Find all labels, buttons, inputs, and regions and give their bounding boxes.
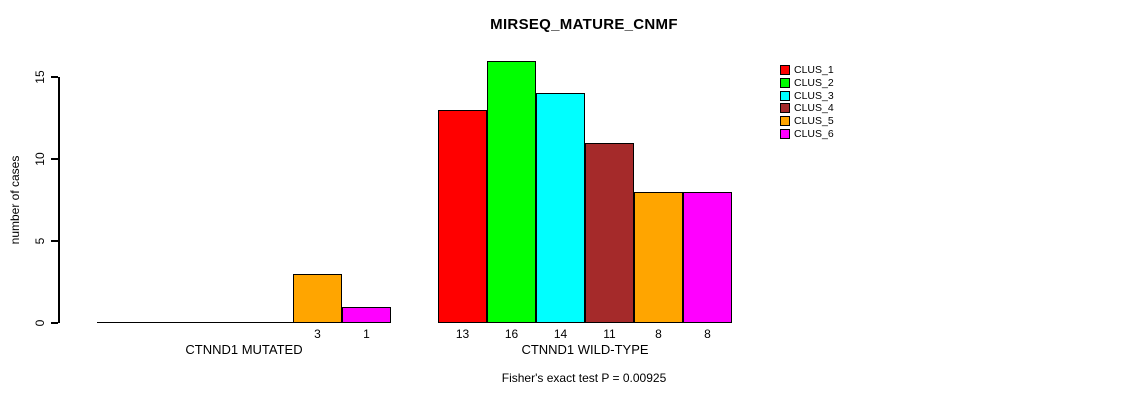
bar-value-label: 16 <box>504 327 519 341</box>
bar-value-label: 14 <box>553 327 568 341</box>
legend-label: CLUS_5 <box>794 115 834 128</box>
legend-swatch-clus_6 <box>780 129 790 139</box>
x-group-label-mutated: CTNND1 MUTATED <box>185 342 303 357</box>
y-tick-mark <box>51 322 58 324</box>
x-group-label-wildtype: CTNND1 WILD-TYPE <box>521 342 649 357</box>
bar-value-label: 8 <box>655 327 662 341</box>
legend-label: CLUS_4 <box>794 102 834 115</box>
zero-height-bar-clus_2 <box>146 321 195 323</box>
zero-height-bar-clus_1 <box>97 321 146 323</box>
y-axis-label: number of cases <box>8 155 22 245</box>
zero-height-bar-clus_3 <box>195 321 244 323</box>
legend-entry-clus_5: CLUS_5 <box>780 115 834 127</box>
legend-swatch-clus_3 <box>780 90 790 101</box>
bar-value-label: 13 <box>455 327 470 341</box>
bar-value-label: 11 <box>603 327 616 341</box>
zero-height-bar-clus_4 <box>244 321 293 323</box>
legend-entry-clus_4: CLUS_4 <box>780 102 834 114</box>
bar-ctnnd1-mutated-clus_5 <box>293 274 342 323</box>
legend-entry-clus_2: CLUS_2 <box>780 77 834 89</box>
y-axis-line <box>58 77 60 323</box>
y-tick-mark <box>51 240 58 242</box>
legend-swatch-clus_5 <box>780 116 790 127</box>
bar-ctnnd1-wild-type-clus_2 <box>487 61 536 323</box>
y-tick-label: 10 <box>33 152 47 166</box>
bar-ctnnd1-wild-type-clus_4 <box>585 143 634 323</box>
legend-swatch-clus_2 <box>780 77 790 88</box>
bar-ctnnd1-wild-type-clus_3 <box>536 93 585 323</box>
bar-ctnnd1-wild-type-clus_6 <box>683 192 732 323</box>
legend-label: CLUS_2 <box>794 76 834 89</box>
chart-title: MIRSEQ_MATURE_CNMF <box>490 16 678 33</box>
legend-label: CLUS_1 <box>794 64 834 76</box>
legend-label: CLUS_6 <box>794 128 834 140</box>
bar-value-label: 3 <box>314 327 321 341</box>
y-tick-mark <box>51 76 58 78</box>
y-tick-mark <box>51 158 58 160</box>
legend-swatch-clus_1 <box>780 65 790 75</box>
bar-ctnnd1-wild-type-clus_1 <box>438 110 487 323</box>
legend-swatch-clus_4 <box>780 103 790 114</box>
bar-ctnnd1-wild-type-clus_5 <box>634 192 683 323</box>
legend-entry-clus_6: CLUS_6 <box>780 128 834 140</box>
y-tick-label: 0 <box>33 319 47 327</box>
fisher-test-annotation: Fisher's exact test P = 0.00925 <box>501 371 667 385</box>
bar-value-label: 8 <box>704 327 711 341</box>
legend-label: CLUS_3 <box>794 89 834 102</box>
bar-ctnnd1-mutated-clus_6 <box>342 307 391 323</box>
bar-value-label: 1 <box>363 327 370 341</box>
y-tick-label: 5 <box>33 237 47 245</box>
legend-entry-clus_3: CLUS_3 <box>780 90 834 102</box>
legend-entry-clus_1: CLUS_1 <box>780 64 834 76</box>
y-tick-label: 15 <box>33 70 47 84</box>
